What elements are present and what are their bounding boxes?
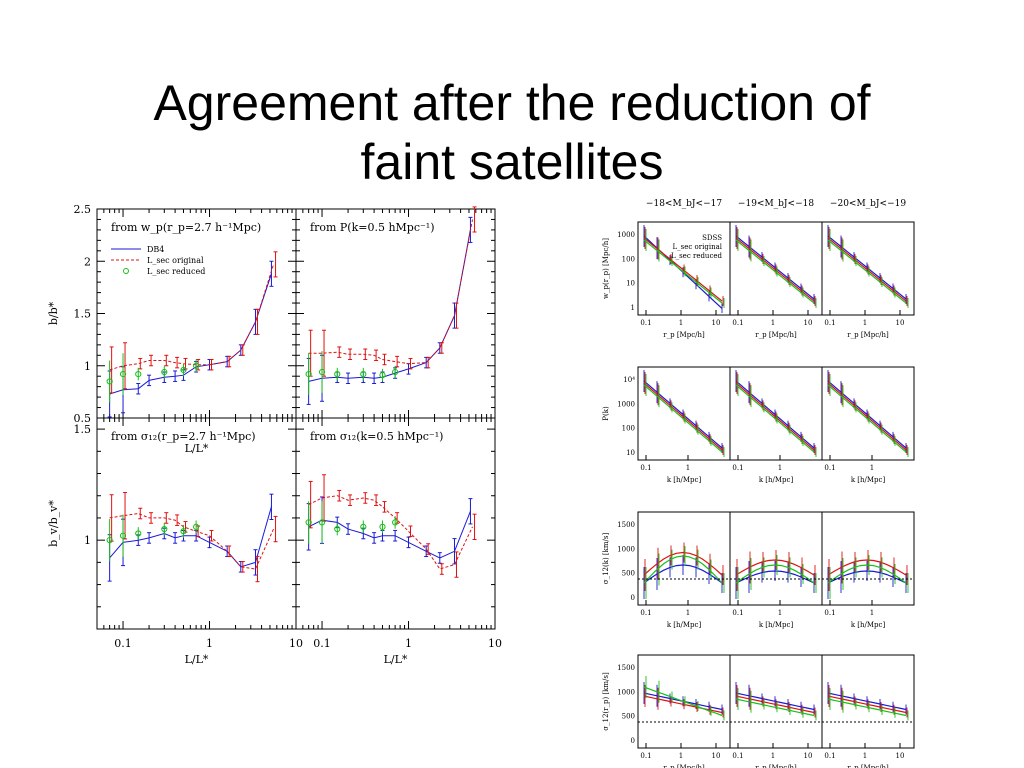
x-tick-label: 1 bbox=[405, 637, 412, 650]
panel-frame bbox=[295, 208, 496, 419]
series-l_sec-reduced bbox=[305, 501, 399, 544]
data-point bbox=[135, 371, 142, 378]
legend: DB4 L_sec original L_sec reduced bbox=[111, 245, 205, 276]
series-db4 bbox=[306, 216, 473, 405]
data-point bbox=[161, 525, 168, 533]
data-point bbox=[379, 372, 386, 379]
panel-annotation: from σ₁₂(r_p=2.7 h⁻¹Mpc) bbox=[111, 430, 256, 443]
data-point bbox=[193, 523, 200, 530]
slide-title: Agreement after the reduction of faint s… bbox=[0, 74, 1024, 192]
data-point bbox=[180, 528, 187, 535]
series-l_sec-original bbox=[109, 492, 278, 583]
x-tick-label: 0.1 bbox=[313, 637, 331, 650]
panel-left-bottom-left: 11.50.1 1 10b_v/b_v*L/L*from σ₁₂(r_p=2.7 h… bbox=[47, 417, 303, 666]
y-axis-label: b/b* bbox=[47, 301, 60, 325]
y-tick-label: 0.5 bbox=[74, 412, 92, 425]
series-l_sec-reduced bbox=[305, 351, 399, 396]
series-line bbox=[308, 495, 473, 570]
panel-annotation: from σ₁₂(k=0.5 hMpc⁻¹) bbox=[310, 430, 443, 443]
x-axis-label: L/L* bbox=[384, 653, 408, 666]
panel-frame bbox=[96, 208, 297, 419]
series-l_sec-reduced bbox=[106, 353, 200, 403]
data-point bbox=[334, 525, 341, 533]
series-db4 bbox=[107, 260, 274, 418]
data-point bbox=[180, 366, 187, 374]
x-tick-label: 10 bbox=[488, 637, 502, 650]
data-point bbox=[106, 537, 113, 544]
panel-left-bottom-right: 0.1 1 10 L/L* from σ₁₂(k=0.5 hMpc⁻¹) bbox=[295, 417, 502, 666]
legend-label-reduced: L_sec reduced bbox=[147, 267, 205, 276]
data-point bbox=[161, 368, 168, 376]
data-point bbox=[318, 519, 326, 526]
x-axis-label: L/L* bbox=[185, 653, 209, 666]
y-tick-label: 2.5 bbox=[74, 203, 92, 216]
data-point bbox=[305, 519, 312, 526]
slide-title-line-2: faint satellites bbox=[360, 133, 664, 190]
panel-left-top-left: 0.5 1 1.5 2 2.5 b/b* L/L* from w_p(r_p=2.7 h⁻¹M… bbox=[47, 203, 297, 455]
series-line bbox=[109, 273, 272, 395]
data-point bbox=[392, 519, 399, 526]
data-point bbox=[135, 530, 142, 537]
data-point bbox=[106, 378, 113, 385]
data-point bbox=[119, 532, 127, 539]
data-point bbox=[379, 523, 386, 530]
series-db4 bbox=[306, 496, 473, 565]
series-l_sec-original bbox=[308, 474, 477, 578]
data-point bbox=[360, 523, 367, 530]
panel-annotation: from w_p(r_p=2.7 h⁻¹Mpc) bbox=[111, 221, 261, 234]
panel-annotation: from P(k=0.5 hMpc⁻¹) bbox=[310, 221, 435, 234]
y-tick-label: 2 bbox=[84, 255, 91, 268]
series-line bbox=[308, 511, 471, 559]
data-point bbox=[119, 371, 127, 378]
y-tick-label: 1 bbox=[84, 534, 91, 547]
data-point bbox=[305, 371, 312, 378]
y-tick-label: 1 bbox=[84, 360, 91, 373]
data-point bbox=[392, 368, 399, 376]
y-tick-label: 1.5 bbox=[74, 423, 92, 436]
x-tick-label: 10 bbox=[289, 637, 303, 650]
series-line bbox=[109, 506, 272, 568]
series-l_sec-original bbox=[109, 251, 278, 394]
legend-label-db4: DB4 bbox=[147, 245, 164, 254]
series-line bbox=[109, 264, 274, 371]
slide-title-line-1: Agreement after the reduction of bbox=[153, 74, 871, 131]
data-point bbox=[193, 362, 200, 369]
x-tick-label: 0.1 bbox=[114, 637, 132, 650]
series-l_sec-reduced bbox=[106, 514, 200, 562]
x-axis-label: L/L* bbox=[185, 442, 209, 455]
data-point bbox=[334, 371, 341, 378]
panel-left-top-right: from P(k=0.5 hMpc⁻¹) bbox=[295, 206, 496, 419]
data-point bbox=[360, 371, 367, 378]
legend-label-original: L_sec original bbox=[147, 256, 204, 265]
series-line bbox=[308, 219, 473, 365]
y-tick-label: 1.5 bbox=[74, 308, 92, 321]
x-tick-label: 1 bbox=[206, 637, 213, 650]
series-l_sec-original bbox=[308, 206, 477, 377]
data-point bbox=[318, 368, 326, 376]
series-line bbox=[308, 229, 471, 382]
legend-swatch-reduced bbox=[123, 268, 129, 274]
y-axis-label: b_v/b_v* bbox=[47, 500, 60, 547]
